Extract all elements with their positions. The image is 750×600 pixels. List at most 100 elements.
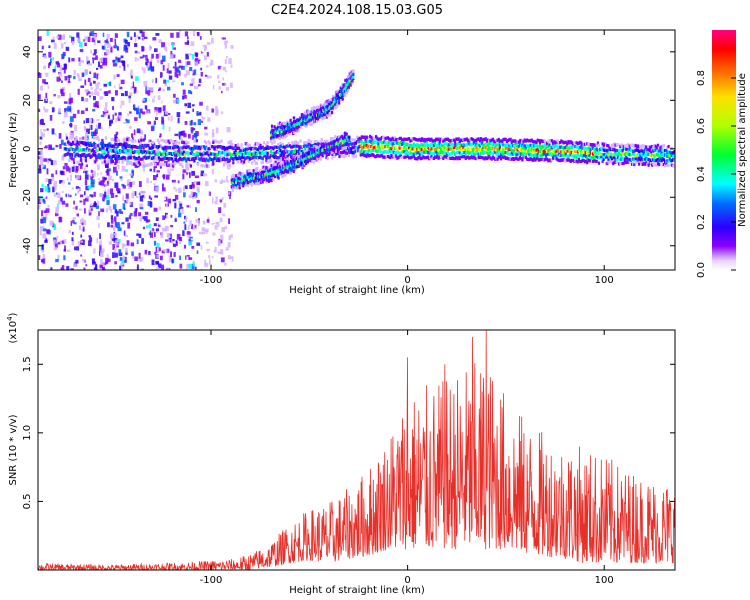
- spectrogram-cell: [203, 159, 207, 163]
- spectrogram-cell: [429, 143, 432, 147]
- spectrogram-cell: [285, 131, 288, 135]
- spectrogram-cell: [530, 153, 533, 157]
- spectrogram-noise-cell: [89, 71, 92, 74]
- spectrogram-noise-cell: [89, 196, 92, 201]
- spectrogram-cell: [135, 161, 138, 165]
- spectrogram-cell: [622, 161, 625, 165]
- spectrogram-noise-cell: [85, 164, 88, 168]
- spectrogram-noise-cell: [222, 77, 224, 81]
- spectrogram-cell: [581, 146, 584, 150]
- spectrogram-cell: [517, 157, 520, 161]
- spectrogram-cell: [340, 95, 343, 99]
- spectrogram-noise-cell: [144, 249, 148, 255]
- spectrogram-cell: [658, 155, 661, 159]
- spectrogram-cell: [76, 152, 79, 156]
- spectrogram-cell: [383, 144, 386, 148]
- spectrogram-noise-cell: [125, 193, 129, 199]
- spectrogram-cell: [254, 151, 257, 155]
- spectrogram-cell: [356, 140, 359, 144]
- spectrogram-cell: [615, 143, 618, 147]
- spectrogram-cell: [562, 141, 565, 145]
- spectrogram-cell: [533, 148, 536, 152]
- spectrogram-cell: [634, 143, 637, 148]
- spectrogram-cell: [305, 124, 308, 128]
- spectrogram-cell: [450, 151, 453, 155]
- spectrogram-noise-cell: [98, 122, 101, 129]
- spectrogram-cell: [488, 146, 491, 150]
- spectrogram-noise-cell: [59, 180, 63, 183]
- spectrogram-cell: [93, 150, 96, 154]
- spectrogram-noise-cell: [103, 169, 106, 175]
- spectrogram-cell: [315, 110, 318, 114]
- spectrogram-cell: [411, 152, 414, 157]
- spectrogram-cell: [550, 139, 553, 143]
- spectrogram-noise-cell: [57, 237, 60, 243]
- spectrogram-cell: [209, 145, 212, 149]
- spectrogram-cell: [343, 154, 346, 158]
- spectrogram-cell: [251, 146, 254, 150]
- spectrogram-cell: [415, 157, 418, 161]
- spectrogram-cell: [419, 143, 422, 147]
- spectrogram-cell: [74, 154, 77, 158]
- spectrogram-cell: [259, 143, 262, 147]
- spectrogram-cell: [563, 159, 566, 163]
- spectrogram-cell: [162, 139, 165, 143]
- spectrogram-cell: [536, 138, 539, 142]
- spectrogram-noise-cell: [41, 45, 44, 50]
- spectrogram-cell: [605, 148, 608, 152]
- spectrogram-noise-cell: [162, 197, 166, 201]
- spectrogram-noise-cell: [52, 36, 55, 39]
- spectrogram-cell: [377, 149, 380, 153]
- spectrogram-cell: [305, 144, 308, 148]
- spectrogram-noise-cell: [171, 43, 175, 49]
- spectrogram-cell: [342, 143, 345, 147]
- spectrogram-cell: [73, 153, 76, 157]
- spectrogram-noise-cell: [83, 216, 87, 220]
- spectrogram-cell: [430, 155, 433, 159]
- spectrogram-cell: [130, 145, 133, 149]
- spectrogram-cell: [454, 152, 457, 156]
- spectrogram-xtick-label: 100: [595, 275, 614, 286]
- spectrogram-cell: [396, 156, 399, 160]
- snr-series-line: [38, 330, 675, 570]
- spectrogram-noise-cell: [174, 67, 178, 72]
- spectrogram-cell: [396, 146, 399, 150]
- spectrogram-noise-cell: [43, 200, 46, 204]
- spectrogram-cell: [241, 156, 244, 160]
- spectrogram-cell: [129, 151, 132, 155]
- spectrogram-cell: [659, 156, 662, 161]
- spectrogram-cell: [516, 140, 519, 144]
- spectrogram-cell: [507, 138, 510, 143]
- spectrogram-cell: [122, 138, 125, 142]
- spectrogram-cell: [178, 147, 181, 151]
- spectrogram-noise-cell: [179, 198, 183, 204]
- spectrogram-noise-cell: [161, 42, 166, 48]
- spectrogram-cell: [106, 147, 109, 152]
- spectrogram-noise-cell: [136, 233, 140, 236]
- spectrogram-cell: [662, 162, 665, 166]
- spectrogram-cell: [281, 157, 284, 161]
- spectrogram-cell: [638, 162, 641, 166]
- spectrogram-cell: [157, 156, 161, 160]
- spectrogram-cell: [586, 156, 589, 160]
- spectrogram-cell: [642, 149, 645, 154]
- spectrogram-noise-cell: [121, 165, 126, 172]
- spectrogram-cell: [83, 141, 86, 145]
- spectrogram-cell: [258, 178, 261, 183]
- spectrogram-noise-cell: [43, 65, 46, 70]
- spectrogram-noise-cell: [152, 79, 154, 83]
- spectrogram-cell: [495, 138, 498, 142]
- spectrogram-noise-cell: [168, 126, 171, 132]
- spectrogram-cell: [400, 142, 404, 146]
- spectrogram-cell: [274, 145, 277, 149]
- spectrogram-noise-cell: [170, 50, 173, 57]
- spectrogram-cell: [556, 148, 559, 152]
- spectrogram-cell: [280, 153, 283, 157]
- spectrogram-noise-cell: [43, 106, 45, 111]
- spectrogram-cell: [228, 145, 231, 149]
- spectrogram-cell: [148, 151, 151, 155]
- spectrogram-cell: [187, 141, 190, 145]
- spectrogram-cell: [524, 152, 527, 156]
- spectrogram-noise-cell: [106, 181, 109, 186]
- spectrogram-noise-cell: [68, 40, 71, 43]
